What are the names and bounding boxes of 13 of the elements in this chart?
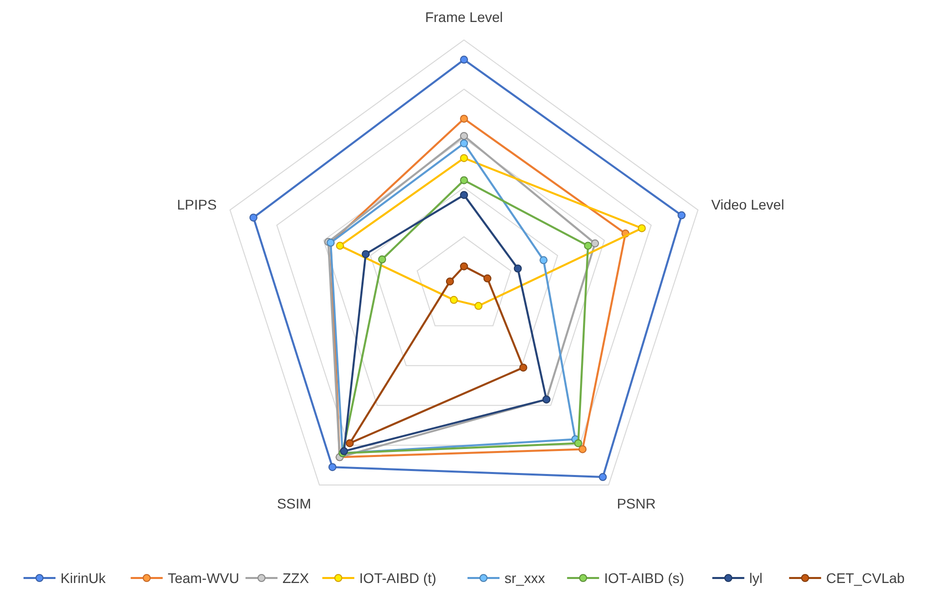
legend-label: ZZX bbox=[282, 570, 310, 586]
legend-label: IOT-AIBD (t) bbox=[359, 570, 436, 586]
spoke-label: PSNR bbox=[616, 495, 656, 512]
spoke-label: Frame Level bbox=[425, 9, 503, 25]
legend-label: KirinUk bbox=[60, 570, 107, 586]
legend-label: IOT-AIBD (s) bbox=[604, 570, 684, 586]
spoke-label: Video Level bbox=[711, 196, 784, 213]
legend-label: lyl bbox=[749, 570, 763, 586]
spoke-label: LPIPS bbox=[177, 196, 217, 213]
legend-label: Team-WVU bbox=[168, 570, 240, 586]
legend-label: sr_xxx bbox=[504, 570, 545, 586]
spoke-label: SSIM bbox=[276, 495, 312, 512]
legend-label: CET_CVLab bbox=[826, 570, 905, 586]
